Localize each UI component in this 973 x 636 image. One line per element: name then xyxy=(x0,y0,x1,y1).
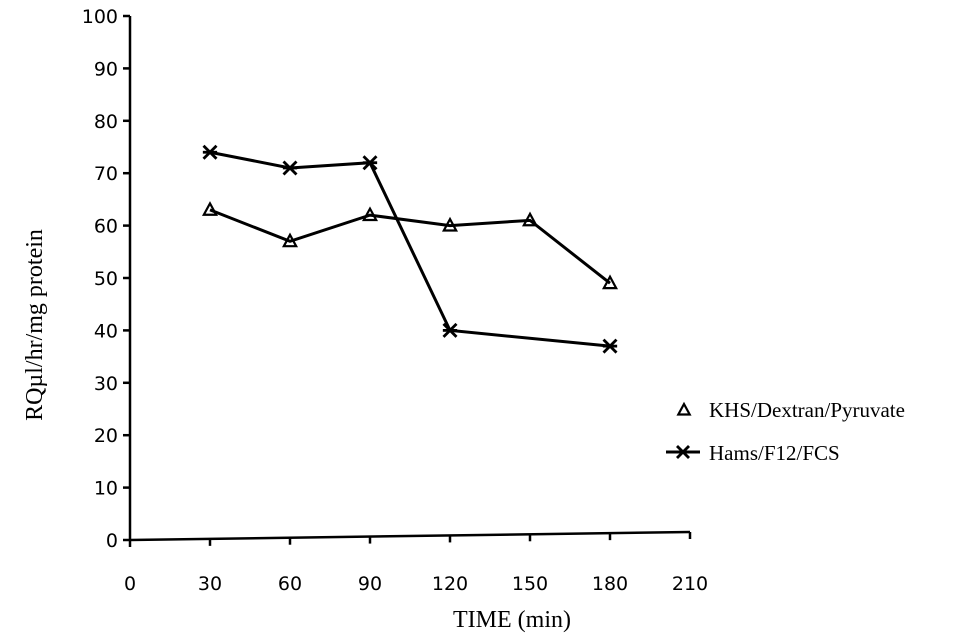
legend-item-khs: KHS/Dextran/Pyruvate xyxy=(676,398,905,422)
x-tick-label: 60 xyxy=(278,573,302,595)
legend-triangle-icon xyxy=(676,401,692,416)
x-tick-label: 150 xyxy=(512,573,548,595)
x-axis-title: TIME (min) xyxy=(453,607,571,633)
x-tick-label: 30 xyxy=(198,573,222,595)
x-tick-label: 0 xyxy=(124,573,136,595)
data-point-triangle xyxy=(361,206,379,222)
data-point-x xyxy=(602,338,618,354)
y-tick-label: 80 xyxy=(94,111,118,133)
series-layer xyxy=(201,144,619,354)
x-tick-label: 180 xyxy=(592,573,628,595)
data-point-triangle xyxy=(601,274,619,290)
y-axis-title: RQµl/hr/mg protein xyxy=(22,229,48,421)
y-tick-label: 0 xyxy=(106,530,118,552)
x-tick-label: 90 xyxy=(358,573,382,595)
data-point-triangle xyxy=(521,211,539,227)
data-point-x xyxy=(202,144,218,160)
legend-item-hams: Hams/F12/FCS xyxy=(666,441,840,465)
data-point-x xyxy=(362,155,378,171)
data-point-triangle xyxy=(201,201,219,216)
legend-label-hams: Hams/F12/FCS xyxy=(709,441,840,465)
y-tick-label: 70 xyxy=(94,163,118,185)
x-tick-label: 120 xyxy=(432,573,468,595)
data-point-triangle xyxy=(281,232,299,248)
legend-label-khs: KHS/Dextran/Pyruvate xyxy=(709,398,905,422)
y-ticks: 0 10 20 30 40 50 60 70 80 90 100 xyxy=(82,6,130,552)
series-line-0 xyxy=(209,208,611,285)
x-ticks: 0 30 60 90 120 150 180 210 xyxy=(124,532,708,595)
data-point-x xyxy=(442,322,458,338)
x-tick-label: 210 xyxy=(672,573,708,595)
y-tick-label: 60 xyxy=(94,216,118,238)
y-tick-label: 40 xyxy=(94,320,118,342)
y-tick-label: 20 xyxy=(94,425,118,447)
y-tick-label: 90 xyxy=(94,58,118,80)
legend-x-glyph xyxy=(676,445,690,459)
series-line-1 xyxy=(209,150,611,348)
data-point-triangle xyxy=(441,216,459,232)
y-tick-label: 10 xyxy=(94,478,118,500)
axes xyxy=(128,16,691,542)
y-tick-label: 30 xyxy=(94,373,118,395)
data-point-x xyxy=(282,160,298,176)
y-tick-label: 50 xyxy=(94,268,118,290)
legend-x-marker-icon xyxy=(676,445,690,459)
legend: KHS/Dextran/Pyruvate Hams/F12/FCS xyxy=(666,398,905,465)
x-axis xyxy=(129,530,691,542)
y-tick-label: 100 xyxy=(82,6,118,28)
